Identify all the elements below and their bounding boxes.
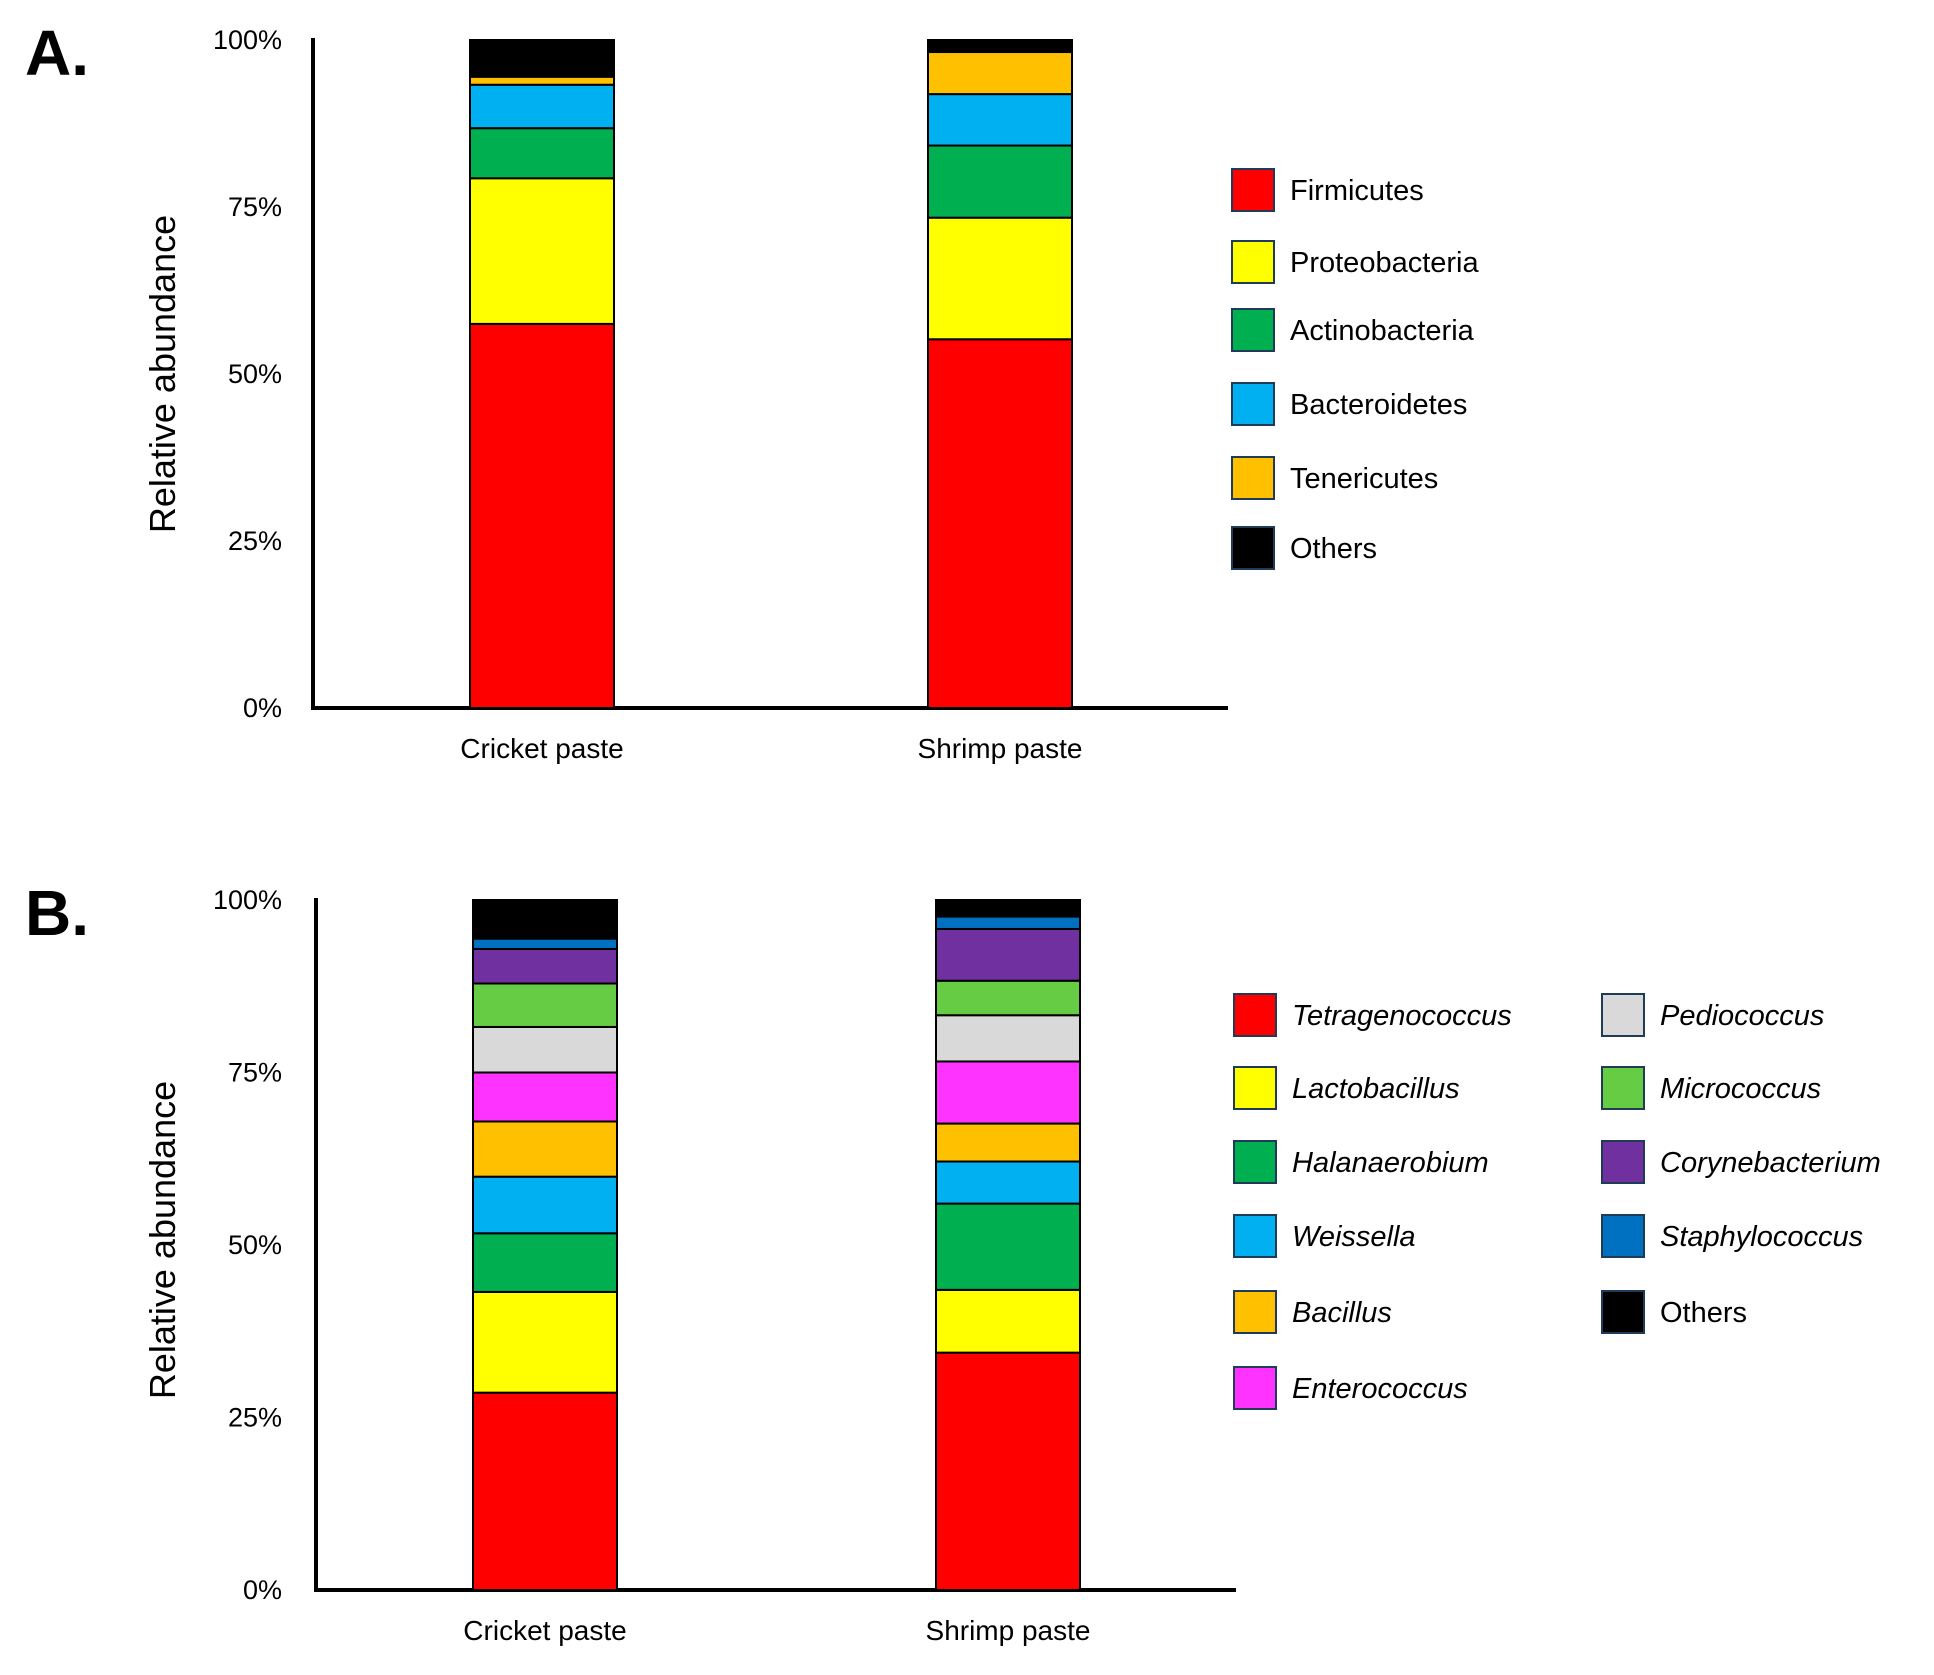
legend-swatch [1601, 993, 1645, 1037]
x-category-label: Cricket paste [463, 1615, 626, 1646]
y-axis-label: Relative abundance [142, 215, 183, 533]
bar-segment-staphylococcus-shrimp [935, 915, 1081, 930]
legend: Firmicutes Proteobacteria Actinobacteria Ba… [1231, 168, 1479, 570]
legend-label: Weissella [1292, 1221, 1416, 1253]
legend-swatch [1601, 1066, 1645, 1110]
bar-segment-corynebacterium-cricket [472, 947, 618, 985]
legend-label: Halanaerobium [1292, 1147, 1489, 1179]
legend-label: Bacteroidetes [1290, 389, 1467, 421]
y-axis-label: Relative abundance [142, 1081, 183, 1399]
bar-segment-micrococcus-shrimp [935, 979, 1081, 1017]
y-tick-label: 50% [228, 359, 282, 389]
legend-label: Corynebacterium [1660, 1147, 1881, 1179]
chart-panel-b: B. 0% 25% 50% 75% 100% Relative abundance Crick… [25, 877, 1881, 1646]
bar-segment-others-cricket [469, 39, 615, 78]
bar-segment-pediococcus-shrimp [935, 1014, 1081, 1063]
bar-segment-corynebacterium-shrimp [935, 927, 1081, 982]
bar-segment-firmicutes-shrimp [927, 338, 1073, 709]
legend-label: Staphylococcus [1660, 1221, 1863, 1253]
bar-segment-weissella-cricket [472, 1175, 618, 1235]
bar-segment-proteobacteria-cricket [469, 177, 615, 325]
legend-swatch [1231, 526, 1275, 570]
bar-segment-proteobacteria-shrimp [927, 216, 1073, 341]
bar-segment-micrococcus-cricket [472, 982, 618, 1028]
bar-segment-enterococcus-shrimp [935, 1060, 1081, 1125]
bar-segment-weissella-shrimp [935, 1160, 1081, 1205]
bar-segment-bacteroidetes-cricket [469, 83, 615, 130]
x-category-label: Cricket paste [460, 733, 623, 764]
legend-label: Bacillus [1292, 1297, 1392, 1329]
legend-label: Others [1290, 533, 1377, 565]
bar-segment-lactobacillus-cricket [472, 1290, 618, 1394]
bar-segment-actinobacteria-shrimp [927, 144, 1073, 219]
legend-swatch [1231, 168, 1275, 212]
legend-swatch [1231, 456, 1275, 500]
legend-swatch [1231, 240, 1275, 284]
legend-label: Micrococcus [1660, 1073, 1821, 1105]
legend-swatch [1231, 382, 1275, 426]
y-tick-label: 100% [213, 885, 282, 915]
legend-swatch [1601, 1140, 1645, 1184]
bar-segment-tetragenococcus-cricket [472, 1391, 618, 1592]
bar-segment-others-shrimp [935, 899, 1081, 918]
legend-label: Pediococcus [1660, 1000, 1824, 1032]
legend-swatch [1601, 1290, 1645, 1334]
legend-swatch [1233, 1214, 1277, 1258]
legend-label: Others [1660, 1297, 1747, 1329]
legend-label: Proteobacteria [1290, 247, 1479, 279]
panel-letter: A. [25, 17, 89, 89]
bar-segment-pediococcus-cricket [472, 1025, 618, 1074]
bar-segment-halanaerobium-cricket [472, 1232, 618, 1293]
bar-segment-others-shrimp [927, 39, 1073, 54]
legend-swatch [1233, 1140, 1277, 1184]
bar-segment-tenericutes-cricket [469, 75, 615, 86]
bar-segment-tetragenococcus-shrimp [935, 1351, 1081, 1592]
legend-swatch [1233, 1290, 1277, 1334]
legend-label: Tetragenococcus [1292, 1000, 1512, 1032]
legend-swatch [1233, 993, 1277, 1037]
bar-segment-bacillus-shrimp [935, 1122, 1081, 1163]
bar-segment-staphylococcus-cricket [472, 937, 618, 950]
bar-segment-others-cricket [472, 899, 618, 940]
legend-swatch [1233, 1366, 1277, 1410]
y-tick-label: 100% [213, 25, 282, 55]
bar-segment-tenericutes-shrimp [927, 51, 1073, 96]
chart-panel-a: A. 0% 25% 50% 75% 100% Relative abundance Crick… [25, 17, 1479, 764]
legend-label: Enterococcus [1292, 1373, 1468, 1405]
y-tick-label: 0% [243, 693, 282, 723]
y-tick-label: 0% [243, 1575, 282, 1605]
legend-label: Tenericutes [1290, 463, 1438, 495]
legend-swatch [1231, 308, 1275, 352]
legend-label: Actinobacteria [1290, 315, 1475, 347]
legend-label: Firmicutes [1290, 175, 1424, 207]
legend-swatch [1601, 1214, 1645, 1258]
y-tick-label: 75% [228, 1058, 282, 1088]
bar-segment-bacillus-cricket [472, 1120, 618, 1178]
x-category-label: Shrimp paste [918, 733, 1083, 764]
y-tick-label: 25% [228, 526, 282, 556]
bar-segment-halanaerobium-shrimp [935, 1202, 1081, 1291]
bar-segment-bacteroidetes-shrimp [927, 93, 1073, 147]
panel-letter: B. [25, 877, 89, 949]
y-tick-label: 25% [228, 1403, 282, 1433]
bar-segment-actinobacteria-cricket [469, 127, 615, 180]
x-category-label: Shrimp paste [926, 1615, 1091, 1646]
bar-segment-firmicutes-cricket [469, 322, 615, 709]
legend-label: Lactobacillus [1292, 1073, 1460, 1105]
y-tick-label: 75% [228, 192, 282, 222]
bar-segment-lactobacillus-shrimp [935, 1288, 1081, 1354]
legend: Tetragenococcus Lactobacillus Halanaerobiu… [1233, 993, 1881, 1410]
y-tick-label: 50% [228, 1230, 282, 1260]
legend-swatch [1233, 1066, 1277, 1110]
bar-segment-enterococcus-cricket [472, 1071, 618, 1123]
